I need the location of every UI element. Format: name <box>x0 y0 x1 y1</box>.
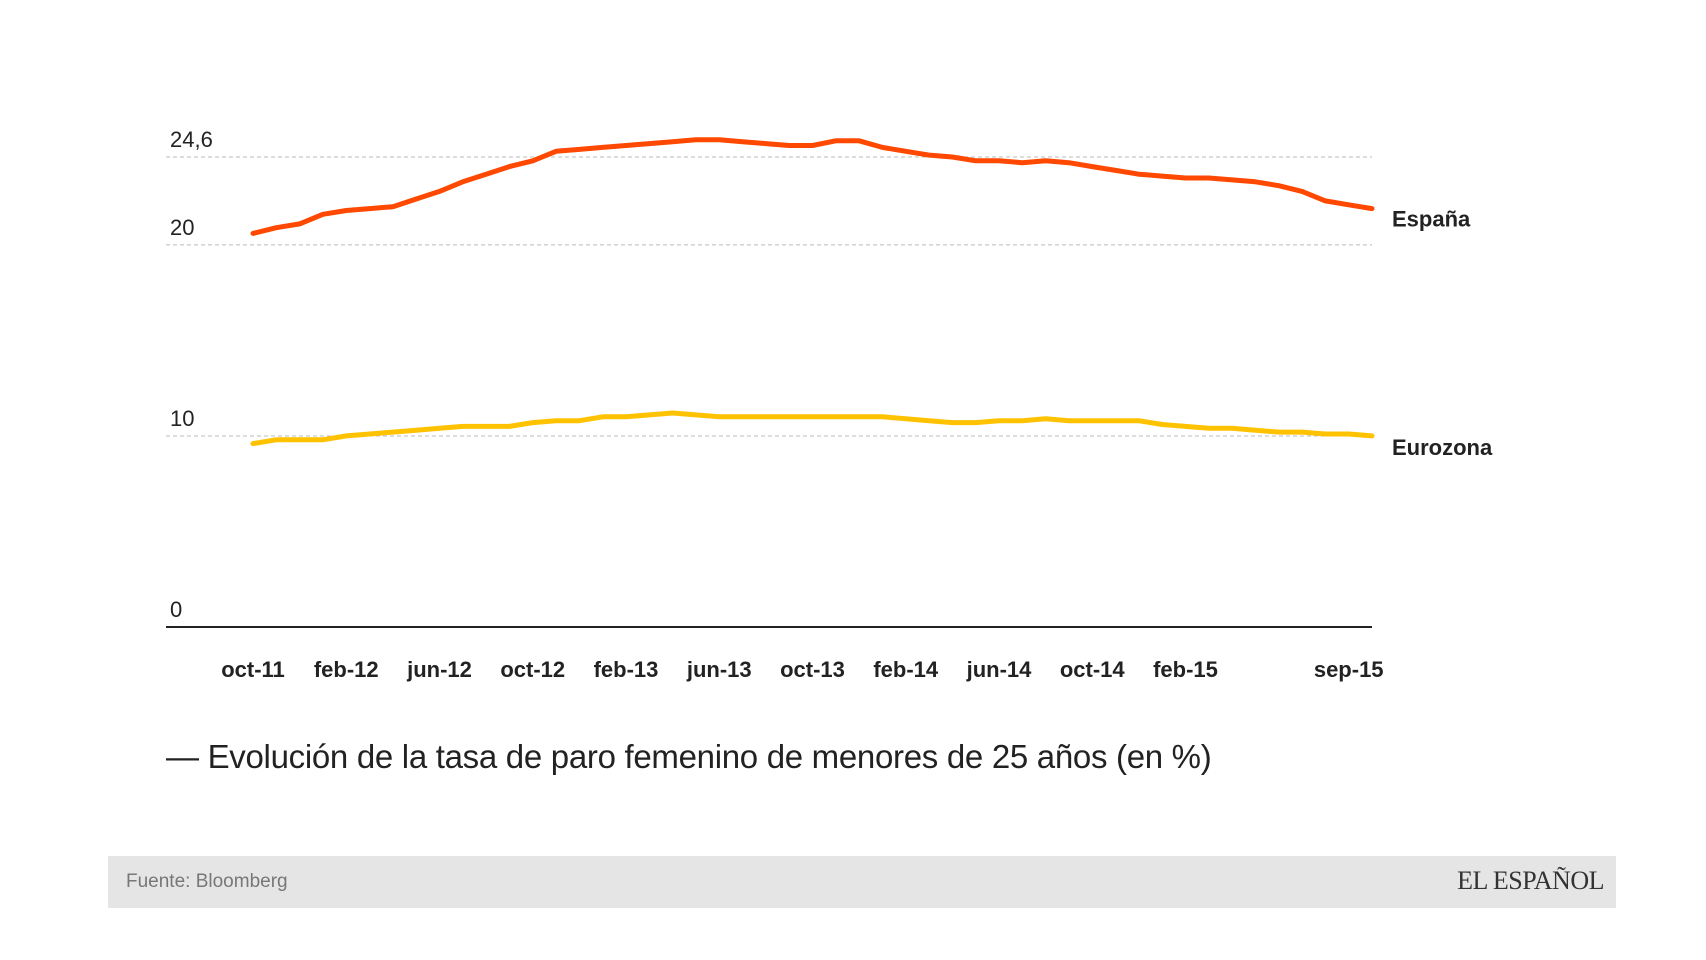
source-note: Fuente: Bloomberg <box>126 871 288 892</box>
x-tick-label: jun-14 <box>966 657 1033 682</box>
x-tick-label: oct-14 <box>1060 657 1126 682</box>
x-tick-label: oct-11 <box>221 657 285 682</box>
x-tick-label: oct-12 <box>500 657 565 682</box>
axis-layer: 0 10 20 24,6 oct-11 feb-12 jun-12 oct-12 feb-13 j… <box>166 127 1384 682</box>
x-tick-label: jun-13 <box>686 657 752 682</box>
series-label-eurozona: Eurozona <box>1392 435 1493 460</box>
x-tick-label: jun-12 <box>406 657 472 682</box>
y-tick-label: 20 <box>170 215 194 240</box>
series-line-eurozona <box>250 410 1375 447</box>
y-tick-label: 24,6 <box>170 127 213 152</box>
x-tick-label: feb-12 <box>314 657 379 682</box>
series-layer <box>250 137 1375 447</box>
y-tick-label: 10 <box>170 406 194 431</box>
grid-layer <box>166 156 1372 437</box>
series-label-espana: España <box>1392 207 1471 232</box>
label-layer: España Eurozona <box>1392 207 1493 460</box>
brand-logo: EL ESPAÑOL <box>1457 866 1604 895</box>
x-tick-label: sep-15 <box>1314 657 1384 682</box>
x-tick-label: feb-14 <box>873 657 939 682</box>
x-tick-label: feb-15 <box>1153 657 1218 682</box>
x-tick-label: feb-13 <box>594 657 659 682</box>
y-tick-label: 0 <box>170 597 182 622</box>
x-tick-label: oct-13 <box>780 657 845 682</box>
chart-title: — Evolución de la tasa de paro femenino … <box>166 738 1212 775</box>
series-line-espana <box>250 137 1375 236</box>
footer-bar: Fuente: Bloomberg EL ESPAÑOL <box>108 856 1616 908</box>
